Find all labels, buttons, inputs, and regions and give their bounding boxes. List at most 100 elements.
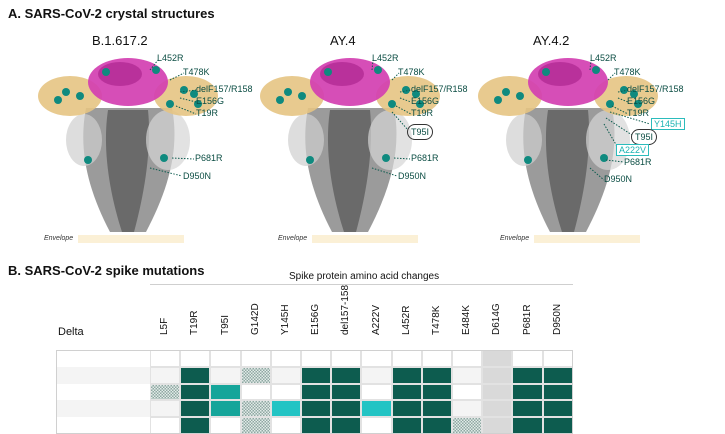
envelope-bar-1 bbox=[78, 235, 184, 243]
label-t478k-1: T478K bbox=[183, 67, 210, 77]
table-cell bbox=[482, 383, 513, 401]
mutation-site-dot bbox=[160, 154, 168, 162]
column-header: L452R bbox=[400, 305, 412, 335]
label-delf157-3: delF157/R158 bbox=[627, 84, 684, 94]
table-cell bbox=[421, 383, 452, 401]
envelope-label-3: Envelope bbox=[500, 235, 530, 242]
table-cell bbox=[240, 366, 271, 384]
table-cell bbox=[301, 366, 332, 384]
label-delf157-1: delF157/R158 bbox=[196, 84, 253, 94]
mutation-site-dot bbox=[284, 88, 292, 96]
mutation-site-dot bbox=[620, 86, 628, 94]
table-cell bbox=[452, 383, 483, 401]
label-e156g-2: E156G bbox=[411, 96, 440, 106]
table-cell bbox=[180, 400, 211, 418]
structures-figure bbox=[38, 58, 658, 232]
table-cell bbox=[180, 383, 211, 401]
mutation-site-dot bbox=[402, 86, 410, 94]
table-cell bbox=[361, 383, 392, 401]
mutation-site-dot bbox=[54, 96, 62, 104]
mutation-site-dot bbox=[306, 156, 314, 164]
table-cell bbox=[452, 366, 483, 384]
structure-title-b16172: B.1.617.2 bbox=[92, 33, 148, 48]
mutation-site-dot bbox=[276, 96, 284, 104]
table-cell bbox=[270, 383, 301, 401]
mutation-site-dot bbox=[382, 154, 390, 162]
mutation-site-dot bbox=[190, 90, 198, 98]
mutation-site-dot bbox=[76, 92, 84, 100]
mutation-site-dot bbox=[542, 68, 550, 76]
panel-b-title: B. SARS-CoV-2 spike mutations bbox=[8, 263, 205, 278]
table-cell bbox=[150, 383, 181, 401]
mutation-site-dot bbox=[324, 68, 332, 76]
table-cell bbox=[270, 366, 301, 384]
envelope-bar-3 bbox=[534, 235, 640, 243]
label-a222v-3: A222V bbox=[616, 144, 650, 156]
structure-title-ay42: AY.4.2 bbox=[533, 33, 570, 48]
corner-label: Delta bbox=[58, 326, 84, 338]
leader-line bbox=[605, 117, 633, 136]
label-l452r-3: L452R bbox=[590, 53, 617, 63]
table-cell bbox=[421, 366, 452, 384]
column-header: del157-158 bbox=[340, 284, 352, 335]
mutation-site-dot bbox=[634, 100, 642, 108]
label-d950n-3: D950N bbox=[604, 174, 633, 184]
column-header: T478K bbox=[430, 305, 442, 335]
leader-line bbox=[391, 111, 409, 131]
column-header: T19R bbox=[189, 310, 201, 335]
leader-line bbox=[171, 157, 195, 160]
protein-core bbox=[105, 110, 150, 232]
panel-a-title: A. SARS-CoV-2 crystal structures bbox=[8, 6, 215, 21]
leader-line bbox=[589, 167, 605, 181]
label-t95i-3: T95I bbox=[631, 129, 658, 145]
spike-structure-3 bbox=[478, 58, 658, 232]
table-cell bbox=[391, 366, 422, 384]
table-cell bbox=[512, 366, 543, 384]
label-delf157-2: delF157/R158 bbox=[411, 84, 468, 94]
table-cell bbox=[482, 366, 513, 384]
table-supertitle: Spike protein amino acid changes bbox=[289, 271, 440, 282]
table-cell bbox=[301, 383, 332, 401]
protein-rbd-inner bbox=[98, 62, 142, 86]
leader-line bbox=[371, 167, 398, 177]
mutation-site-dot bbox=[298, 92, 306, 100]
label-d950n-1: D950N bbox=[183, 171, 212, 181]
leader-line bbox=[399, 89, 412, 93]
spike-structure-1 bbox=[38, 58, 218, 232]
protein-outer-domain bbox=[288, 114, 324, 166]
table-cell bbox=[270, 400, 301, 418]
table-cell bbox=[331, 383, 362, 401]
column-header: Y145H bbox=[279, 304, 291, 335]
column-header: D614G bbox=[491, 303, 503, 335]
mutation-site-dot bbox=[524, 156, 532, 164]
envelope-label-2: Envelope bbox=[278, 235, 308, 242]
envelope-bar-2 bbox=[312, 235, 418, 243]
table-cell bbox=[180, 366, 211, 384]
table-cell bbox=[421, 400, 452, 418]
leader-line bbox=[393, 157, 411, 160]
protein-outer-domain bbox=[506, 114, 542, 166]
header-rule bbox=[150, 284, 573, 285]
table-cell bbox=[210, 383, 241, 401]
mutation-site-dot bbox=[84, 156, 92, 164]
protein-outer-domain bbox=[146, 110, 190, 170]
table-cell bbox=[512, 383, 543, 401]
structure-title-ay4: AY.4 bbox=[330, 33, 356, 48]
table-cell bbox=[210, 400, 241, 418]
label-e156g-3: E156G bbox=[627, 96, 656, 106]
label-p681r-2: P681R bbox=[411, 153, 439, 163]
label-y145h-3: Y145H bbox=[651, 118, 685, 130]
mutation-site-dot bbox=[388, 100, 396, 108]
protein-ntd-left bbox=[478, 76, 542, 116]
protein-core bbox=[327, 110, 372, 232]
label-t478k-2: T478K bbox=[398, 67, 425, 77]
mutation-site-dot bbox=[502, 88, 510, 96]
column-header: A222V bbox=[370, 304, 382, 335]
mutation-site-dot bbox=[592, 66, 600, 74]
mutation-site-dot bbox=[412, 90, 420, 98]
table-cell bbox=[512, 400, 543, 418]
column-header: D950N bbox=[551, 303, 563, 335]
mutation-site-dot bbox=[374, 66, 382, 74]
mutation-site-dot bbox=[416, 100, 424, 108]
mutation-site-dot bbox=[494, 96, 502, 104]
